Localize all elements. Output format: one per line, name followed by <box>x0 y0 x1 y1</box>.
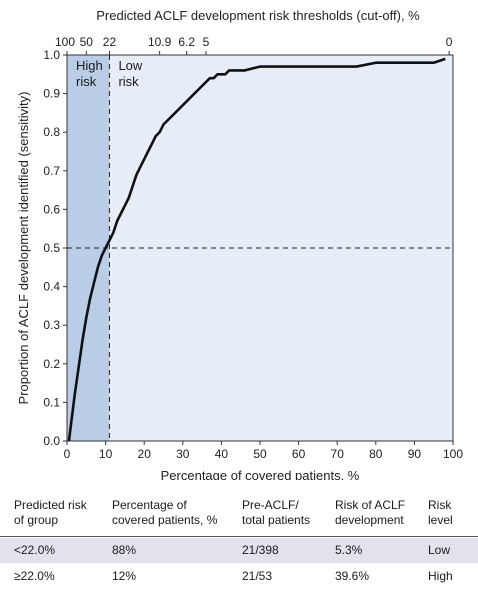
y-tick-label: 0.7 <box>43 164 60 178</box>
top-tick-label: 10.9 <box>148 35 172 49</box>
top-tick-label: 100 <box>55 35 75 49</box>
header-risk-group: Predicted risk of group <box>14 498 87 527</box>
row-low-covered: 88% <box>112 543 137 557</box>
y-tick-label: 0.4 <box>43 280 60 294</box>
row-high-risk-group: ≥22.0% <box>14 569 55 583</box>
high-risk-label: High risk <box>76 58 103 89</box>
y-axis-label: Proportion of ACLF development identifie… <box>16 92 31 405</box>
x-tick-label: 20 <box>138 447 152 461</box>
x-tick-label: 90 <box>408 447 422 461</box>
top-tick-label: 6.2 <box>178 35 195 49</box>
row-high-covered: 12% <box>112 569 137 583</box>
table-row: ≥22.0% 12% 21/53 39.6% High <box>0 564 478 589</box>
header-aclf-risk: Risk of ACLF development <box>335 498 406 527</box>
header-covered-patients: Percentage of covered patients, % <box>112 498 218 527</box>
x-tick-label: 30 <box>176 447 190 461</box>
y-tick-label: 1.0 <box>43 48 60 62</box>
row-low-ratio: 21/398 <box>242 543 279 557</box>
x-tick-label: 70 <box>331 447 345 461</box>
header-risk-level: Risk level <box>428 498 453 527</box>
top-tick-label: 5 <box>203 35 210 49</box>
x-tick-label: 10 <box>99 447 113 461</box>
y-tick-label: 0.0 <box>43 434 60 448</box>
top-tick-label: 0 <box>446 35 453 49</box>
x-tick-label: 40 <box>215 447 229 461</box>
top-axis-title: Predicted ACLF development risk threshol… <box>96 8 420 23</box>
top-tick-label: 50 <box>80 35 94 49</box>
row-low-level: Low <box>428 543 451 557</box>
sensitivity-curve <box>67 57 446 442</box>
y-tick-label: 0.1 <box>43 395 60 409</box>
top-tick-label: 22 <box>103 35 117 49</box>
x-tick-label: 0 <box>64 447 71 461</box>
y-tick-label: 0.8 <box>43 125 60 139</box>
y-tick-label: 0.2 <box>43 357 60 371</box>
header-pre-aclf-total: Pre-ACLF/ total patients <box>242 498 311 527</box>
row-low-risk-group: <22.0% <box>14 543 56 557</box>
low-risk-label: Low risk <box>118 58 142 89</box>
x-tick-label: 80 <box>369 447 383 461</box>
x-tick-label: 60 <box>292 447 306 461</box>
y-tick-label: 0.6 <box>43 202 60 216</box>
row-high-level: High <box>428 569 453 583</box>
x-tick-label: 50 <box>253 447 267 461</box>
table-header-row: Predicted risk of group Percentage of co… <box>0 498 478 532</box>
y-tick-label: 0.9 <box>43 87 60 101</box>
table-row: <22.0% 88% 21/398 5.3% Low <box>0 538 478 563</box>
row-low-risk: 5.3% <box>335 543 363 557</box>
x-tick-label: 100 <box>443 447 463 461</box>
x-axis-label: Percentage of covered patients, % <box>161 468 360 480</box>
roc-chart: Predicted ACLF development risk threshol… <box>16 8 463 480</box>
row-high-ratio: 21/53 <box>242 569 273 583</box>
y-tick-label: 0.5 <box>43 241 60 255</box>
table-divider <box>0 536 478 537</box>
row-high-risk: 39.6% <box>335 569 370 583</box>
y-tick-label: 0.3 <box>43 318 60 332</box>
